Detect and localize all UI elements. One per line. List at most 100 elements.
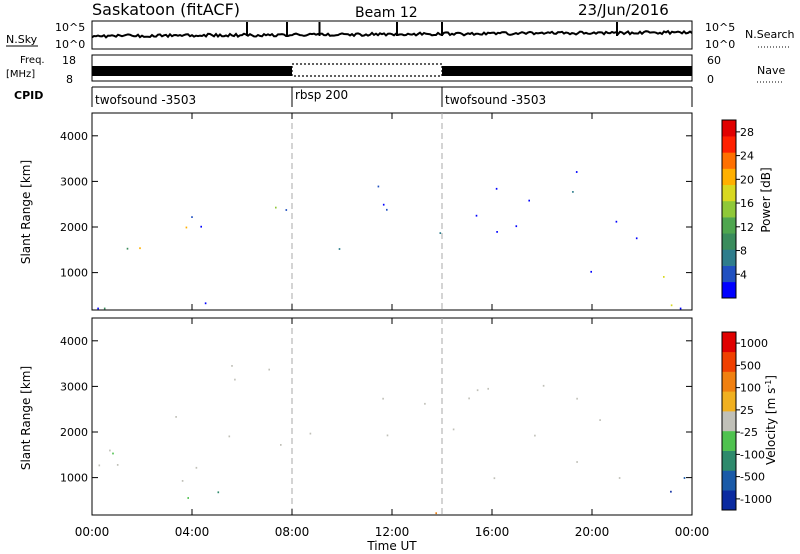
heatmap-cell [452,428,455,431]
power-panel: 1000 2000 3000 4000 Slant Range [km] 4 8 12 16… [19,112,773,311]
colorbar-swatch [722,152,736,169]
colorbar-tick-label: 1000 [740,337,768,350]
power-y-ticks: 1000 2000 3000 4000 [60,130,692,280]
colorbar-tick-label: 25 [740,404,754,417]
figure-title: Saskatoon (fitACF) [92,0,240,19]
heatmap-cell [496,231,498,233]
colorbar-swatch [722,168,736,186]
cpid-segment-2: rbsp 200 [295,88,348,102]
time-tick-label: 04:00 [175,525,210,539]
heatmap-cell [542,384,545,387]
freq-bar-segment-2 [291,63,443,77]
nave-label: Nave [757,64,785,77]
colorbar-tick-label: -100 [740,448,765,461]
colorbar-tick-label: 20 [740,173,754,186]
colorbar-swatch [722,391,736,412]
velocity-heatmap-cells [98,365,686,515]
beam-label: Beam 12 [355,5,418,21]
freq-tick-bottom: 8 [66,73,73,86]
heatmap-cell [475,214,478,217]
heatmap-cell [98,464,101,467]
power-frame [91,112,693,311]
velocity-y-ticks: 1000 2000 3000 4000 [60,335,692,485]
heatmap-cell [382,203,385,206]
heatmap-cell [439,232,442,234]
nsearch-label: N.Search [745,28,795,41]
colorbar-swatch [722,120,736,137]
colorbar-swatch [722,450,736,471]
time-tick-label: 08:00 [275,525,310,539]
freq-label: Freq. [20,55,45,66]
heatmap-cell [116,464,119,466]
y-tick-label: 2000 [60,221,88,234]
nsky-frame [91,20,693,50]
heatmap-cell [679,307,682,310]
colorbar-swatch [722,249,736,266]
cpid-panel: CPID twofsound -3503 rbsp 200 twofsound … [14,86,693,107]
heatmap-cell [572,191,574,193]
velocity-panel: 1000 2000 3000 4000 Slant Range [km] 1000 50… [19,317,778,516]
heatmap-cell [181,480,184,482]
heatmap-cell [670,490,672,493]
colorbar-swatch [722,351,736,372]
heatmap-cell [670,304,673,307]
nave-tick-bottom: 0 [707,73,714,86]
y-tick-label: 1000 [60,267,88,280]
freq-tick-top: 18 [62,54,76,67]
nsky-tick-top-right: 10^5 [705,21,735,34]
nsky-trace [91,29,693,39]
heatmap-cell [191,216,193,218]
nsky-panel: N.Sky 10^5 10^0 10^5 10^0 N.Search [6,20,795,51]
heatmap-cell [234,378,236,381]
cpid-segment-3: twofsound -3503 [445,93,546,107]
cpid-segment-1: twofsound -3503 [95,93,196,107]
heatmap-cell [217,491,220,494]
velocity-ylabel: Slant Range [km] [19,366,33,470]
nave-tick-top: 60 [707,54,721,67]
heatmap-cell [599,419,601,421]
colorbar-swatch [722,265,736,283]
heatmap-cell [534,434,536,437]
nsky-tick-top-left: 10^5 [55,21,85,34]
colorbar-tick-label: 4 [740,268,747,281]
y-tick-label: 1000 [60,472,88,485]
colorbar-tick-label: -1000 [740,493,772,506]
colorbar-tick-label: 16 [740,197,754,210]
time-tick-label: 00:00 [75,525,110,539]
heatmap-cell [268,368,270,371]
heatmap-cell [386,208,388,211]
heatmap-cell [200,225,202,228]
heatmap-cell [576,461,578,463]
heatmap-cell [468,397,470,400]
heatmap-cell [103,307,106,310]
heatmap-cell [231,365,233,367]
heatmap-cell [185,226,188,229]
heatmap-cell [187,497,189,499]
heatmap-cell [663,276,665,278]
heatmap-cell [139,247,141,250]
heatmap-cell [576,397,578,400]
heatmap-cell [109,449,111,452]
colorbar-tick-label: 28 [740,126,754,139]
heatmap-cell [285,209,288,211]
colorbar-swatch [722,281,736,299]
nsky-tick-bottom-left: 10^0 [55,38,85,51]
colorbar-tick-label: 12 [740,221,754,234]
colorbar-swatch [722,184,736,202]
heatmap-cell [495,187,498,190]
time-tick-label: 20:00 [575,525,610,539]
colorbar-swatch [722,470,736,491]
date-label: 23/Jun/2016 [578,1,669,19]
y-tick-label: 3000 [60,175,88,188]
heatmap-cell [204,302,207,305]
heatmap-cell [126,247,129,250]
heatmap-cell [275,206,277,209]
velocity-frame [91,317,693,516]
colorbar-swatch [722,217,736,234]
freq-panel: Freq. [MHz] 18 8 60 0 Nave [6,54,785,86]
colorbar-tick-label: -25 [740,426,758,439]
y-tick-label: 4000 [60,335,88,348]
power-heatmap-cells [97,171,682,310]
colorbar-tick-label: -500 [740,471,765,484]
